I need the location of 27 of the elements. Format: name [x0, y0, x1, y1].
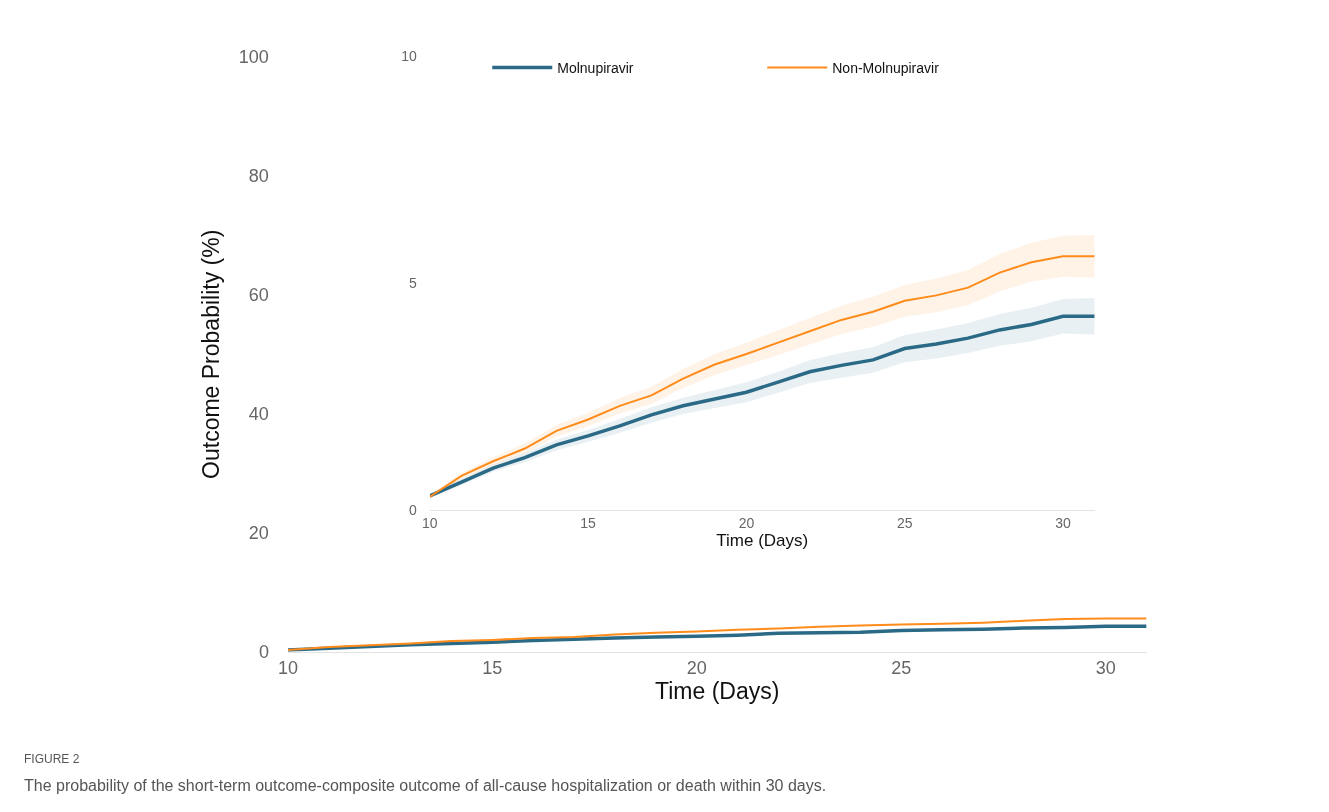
x-tick-label: 30 [1095, 658, 1116, 679]
y-tick-label: 100 [238, 47, 269, 68]
x-tick-label: 15 [482, 658, 503, 679]
x-tick-label: 25 [896, 515, 913, 532]
legend-label: Molnupiravir [557, 59, 634, 76]
x-tick-label: 30 [1055, 515, 1072, 532]
y-tick-label: 60 [248, 285, 269, 306]
x-axis-title: Time (Days) [716, 531, 809, 551]
x-tick-label: 10 [277, 658, 298, 679]
y-tick-label: 0 [258, 642, 269, 663]
x-axis-title: Time (Days) [655, 678, 780, 705]
y-tick-label: 10 [401, 47, 418, 64]
y-axis-title: Outcome Probability (%) [198, 229, 225, 479]
legend-label: Non-Molnupiravir [832, 59, 940, 76]
y-tick-label: 5 [409, 275, 418, 291]
text: The probability of the short-term outcome-composite outcome of all-cause hospitalization or death within 30 days. [24, 777, 827, 794]
y-tick-label: 40 [248, 404, 269, 425]
x-tick-label: 10 [422, 515, 438, 532]
line-series [287, 617, 1147, 652]
x-tick-label: 20 [686, 658, 707, 679]
y-tick-label: 80 [248, 166, 269, 187]
x-tick-label: 15 [580, 515, 597, 532]
x-tick-label: 25 [891, 658, 912, 679]
caption: FIGURE 2 [24, 752, 80, 766]
line-series [287, 624, 1147, 652]
x-tick-label: 20 [738, 515, 755, 532]
y-tick-label: 0 [409, 502, 418, 519]
